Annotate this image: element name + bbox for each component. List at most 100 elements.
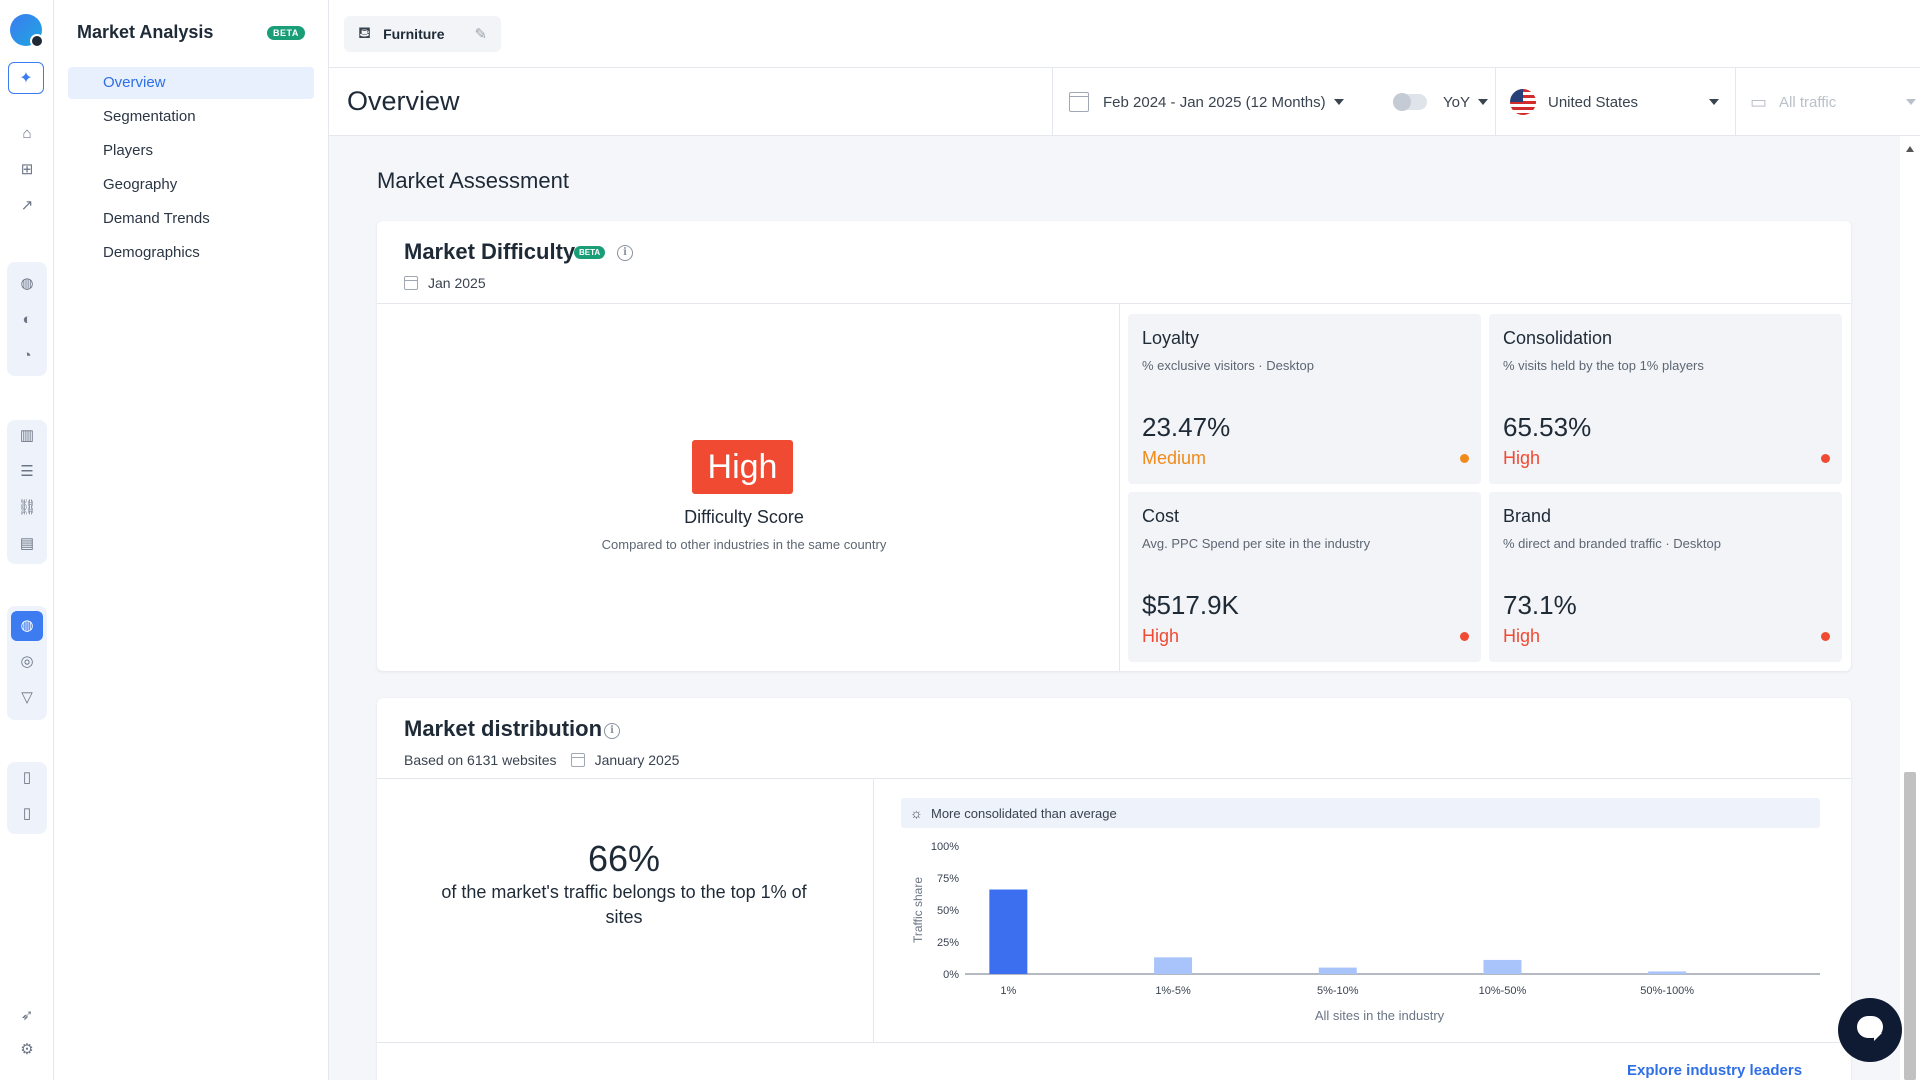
filter-bar: Overview Feb 2024 - Jan 2025 (12 Months)…	[329, 68, 1920, 136]
link-icon[interactable]: ⛓	[17, 499, 37, 516]
country-selector[interactable]: United States	[1495, 68, 1735, 136]
page-scrollbar[interactable]	[1900, 136, 1920, 1080]
metric-card-cost[interactable]: Cost Avg. PPC Spend per site in the indu…	[1128, 492, 1481, 662]
funnel-icon[interactable]: ▽	[21, 689, 33, 706]
nav-item-segmentation[interactable]: Segmentation	[103, 108, 196, 125]
edit-pencil-icon[interactable]: ✎	[474, 26, 488, 43]
country-value: United States	[1548, 93, 1639, 111]
nav-item-demand-trends[interactable]: Demand Trends	[103, 210, 210, 227]
scroll-up-arrow[interactable]	[1906, 146, 1914, 152]
divider	[1119, 303, 1120, 671]
chat-icon[interactable]	[1838, 998, 1902, 1062]
market-globe-icon[interactable]: ◍	[11, 611, 43, 641]
lightbulb-icon: ☼	[910, 805, 923, 821]
ai-sparkle-icon[interactable]: ✦	[8, 62, 44, 94]
difficulty-score-label: Difficulty Score	[684, 507, 804, 527]
rail-group-research	[7, 420, 47, 564]
bar-5%-10%	[1318, 967, 1357, 974]
gear-icon[interactable]: ⚙	[20, 1041, 34, 1058]
status-dot	[1821, 454, 1830, 463]
metric-sub: % direct and branded traffic · Desktop	[1503, 536, 1721, 551]
metric-card-consolidation[interactable]: Consolidation % visits held by the top 1…	[1489, 314, 1842, 484]
dashboard-add-icon[interactable]: ⊞	[20, 161, 34, 178]
market-difficulty-card: Market Difficulty BETA i Jan 2025 High D…	[377, 221, 1851, 671]
rail-group-web	[7, 262, 47, 376]
nav-item-players[interactable]: Players	[103, 142, 154, 159]
globe-icon[interactable]: ◍	[20, 275, 34, 292]
metric-title: Cost	[1142, 506, 1180, 526]
market-distribution-card: Market distribution i Based on 6131 webs…	[377, 698, 1851, 1080]
based-on-text: Based on 6131 websites	[404, 752, 557, 768]
y-tick-label: 75%	[937, 873, 959, 885]
metric-value: 65.53%	[1503, 412, 1592, 442]
divider	[377, 303, 1851, 304]
info-icon[interactable]: i	[604, 723, 620, 739]
difficulty-score-sub: Compared to other industries in the same…	[601, 537, 887, 552]
x-tick-label: 5%-10%	[1317, 985, 1359, 997]
metric-value: 73.1%	[1503, 590, 1577, 620]
nav-title: Market Analysis	[77, 22, 214, 42]
nav-item-geography[interactable]: Geography	[103, 176, 178, 193]
nav-item-demographics[interactable]: Demographics	[103, 244, 200, 261]
scroll-thumb[interactable]	[1904, 772, 1916, 1080]
card-title: Market distribution	[404, 716, 603, 741]
calendar-icon	[570, 753, 585, 767]
metric-card-loyalty[interactable]: Loyalty % exclusive visitors · Desktop 2…	[1128, 314, 1481, 484]
rocket-icon[interactable]: ➶	[20, 1007, 34, 1024]
date-range-picker[interactable]: Feb 2024 - Jan 2025 (12 Months)	[1052, 68, 1377, 136]
difficulty-score-badge: High	[692, 440, 793, 494]
distribution-meta: Based on 6131 websites January 2025	[404, 752, 679, 768]
chevron-down-icon	[1477, 99, 1488, 105]
chevron-down-icon	[1333, 99, 1344, 105]
top-share-description: of the market's traffic belongs to the t…	[441, 882, 807, 927]
yoy-toggle-switch[interactable]	[1393, 93, 1427, 111]
bar-chart-icon[interactable]: ▥	[19, 427, 35, 444]
compare-toggle[interactable]: YoY	[1377, 68, 1514, 136]
metric-sub: % visits held by the top 1% players	[1503, 358, 1704, 373]
card-date-value: Jan 2025	[428, 275, 486, 291]
explore-industry-leaders-link[interactable]: Explore industry leaders	[1627, 1062, 1803, 1079]
status-dot	[1460, 454, 1469, 463]
bar-10%-50%	[1483, 959, 1522, 974]
industry-chip[interactable]: ⛾ Furniture ✎	[344, 16, 502, 52]
app-logo-icon[interactable]	[10, 14, 44, 48]
us-flag-icon	[1510, 89, 1536, 115]
status-dot	[1821, 632, 1830, 641]
distribution-date: January 2025	[594, 752, 680, 768]
nav-item-overview[interactable]: Overview	[68, 67, 314, 99]
y-tick-label: 50%	[937, 905, 959, 917]
x-axis-label: All sites in the industry	[1315, 1008, 1445, 1023]
ads-icon[interactable]: ▤	[19, 535, 35, 552]
report-icon[interactable]: ▯	[22, 769, 32, 786]
keyword-search-icon[interactable]: ☰	[20, 463, 34, 480]
competitor-search-icon[interactable]: ◎	[20, 653, 34, 670]
metric-level: High	[1503, 448, 1541, 468]
info-icon[interactable]: i	[617, 245, 633, 261]
top-share-percent: 66%	[587, 838, 661, 879]
trend-icon[interactable]: ↗	[20, 197, 34, 214]
metric-level: High	[1503, 626, 1541, 646]
devices-icon: ▭	[1750, 91, 1768, 112]
pie-chart-icon[interactable]: ◔	[22, 347, 32, 364]
mobile-icon[interactable]: ▯	[22, 805, 32, 822]
card-title: Market Difficulty	[404, 239, 576, 264]
sofa-icon: ⛾	[358, 25, 372, 42]
page-title: Overview	[347, 86, 460, 116]
section-title: Market Assessment	[377, 168, 569, 193]
beta-badge: BETA	[267, 26, 305, 40]
metric-sub: % exclusive visitors · Desktop	[1142, 358, 1314, 373]
metric-card-brand[interactable]: Brand % direct and branded traffic · Des…	[1489, 492, 1842, 662]
top-bar: ⛾ Furniture ✎	[329, 0, 1920, 68]
distribution-bar-chart: 0% 25% 50% 75% 100% Traffic share 1% 1%-5% 5%-10…	[911, 841, 1820, 1023]
beta-badge: BETA	[574, 246, 606, 259]
traffic-selector[interactable]: ▭ All traffic	[1735, 68, 1920, 136]
status-dot	[1460, 632, 1469, 641]
globe-search-icon[interactable]: ◐	[22, 311, 32, 328]
metric-title: Consolidation	[1503, 328, 1613, 348]
home-icon[interactable]: ⌂	[22, 125, 32, 142]
chevron-down-icon	[1906, 99, 1916, 105]
metric-title: Loyalty	[1142, 328, 1200, 348]
icon-rail: ✦ ⌂ ⊞ ↗ ◍ ◐ ◔ ▥ ☰ ⛓ ▤ ◍ ◎ ▽ ▯ ▯ ➶ ⚙	[0, 0, 54, 1080]
traffic-value: All traffic	[1779, 93, 1837, 111]
calendar-icon	[1069, 92, 1089, 112]
